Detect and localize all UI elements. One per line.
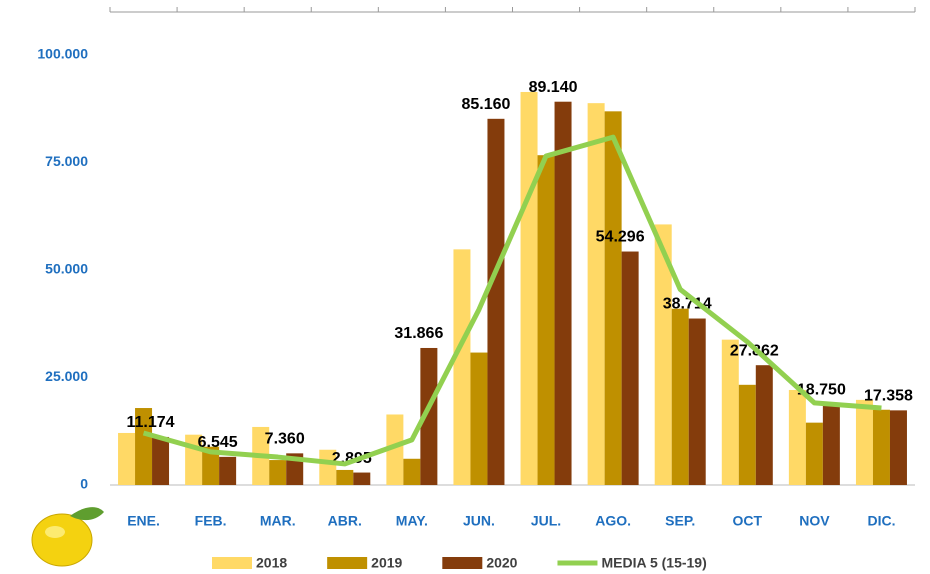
bar xyxy=(538,155,555,485)
bar xyxy=(336,470,353,485)
legend-label: 2020 xyxy=(486,555,517,571)
bar xyxy=(739,385,756,485)
bar xyxy=(152,437,169,485)
data-label: 89.140 xyxy=(529,79,578,96)
bar xyxy=(689,319,706,485)
bar xyxy=(672,309,689,485)
legend-label: 2018 xyxy=(256,555,287,571)
x-tick-label: FEB. xyxy=(195,513,227,529)
bar xyxy=(873,410,890,485)
legend-label: 2019 xyxy=(371,555,402,571)
x-tick-label: MAY. xyxy=(396,513,428,529)
x-tick-label: AGO. xyxy=(595,513,631,529)
bar xyxy=(470,353,487,485)
data-label: 85.160 xyxy=(461,96,510,113)
x-tick-label: MAR. xyxy=(260,513,296,529)
bar xyxy=(856,400,873,485)
data-label: 11.174 xyxy=(127,414,175,431)
x-tick-label: JUN. xyxy=(463,513,495,529)
data-label: 7.360 xyxy=(265,431,305,448)
lemon-icon xyxy=(32,507,104,566)
y-tick-label: 75.000 xyxy=(45,153,88,169)
data-label: 54.296 xyxy=(596,229,645,246)
legend-swatch xyxy=(327,557,367,569)
legend-swatch xyxy=(212,557,252,569)
bar xyxy=(823,404,840,485)
bar xyxy=(353,473,370,485)
data-label: 17.358 xyxy=(864,388,913,405)
bar xyxy=(487,119,504,485)
bar xyxy=(622,252,639,485)
bar xyxy=(118,433,135,485)
bar xyxy=(453,249,470,485)
bar xyxy=(806,423,823,485)
legend-swatch xyxy=(442,557,482,569)
x-tick-label: SEP. xyxy=(665,513,695,529)
bar xyxy=(588,103,605,485)
y-tick-label: 50.000 xyxy=(45,261,88,277)
x-tick-label: JUL. xyxy=(531,513,561,529)
bar xyxy=(269,460,286,485)
x-tick-label: ABR. xyxy=(328,513,362,529)
x-tick-label: ENE. xyxy=(127,513,160,529)
bar xyxy=(219,457,236,485)
y-tick-label: 0 xyxy=(80,476,88,492)
bar xyxy=(605,111,622,485)
x-tick-label: OCT xyxy=(733,513,763,529)
bar xyxy=(521,92,538,485)
bar xyxy=(403,459,420,485)
x-tick-label: DIC. xyxy=(867,513,895,529)
x-tick-label: NOV xyxy=(799,513,830,529)
bar xyxy=(789,390,806,485)
y-tick-label: 25.000 xyxy=(45,368,88,384)
data-label: 31.866 xyxy=(394,325,443,342)
bar xyxy=(555,102,572,485)
bar xyxy=(756,365,773,485)
chart: 0 25.000 50.000 75.000 100.000 ENE. 11.174 FEB.… xyxy=(0,0,930,574)
bar xyxy=(722,340,739,485)
y-tick-label: 100.000 xyxy=(37,46,88,62)
legend-label: MEDIA 5 (15-19) xyxy=(601,555,706,571)
bar xyxy=(890,410,907,485)
